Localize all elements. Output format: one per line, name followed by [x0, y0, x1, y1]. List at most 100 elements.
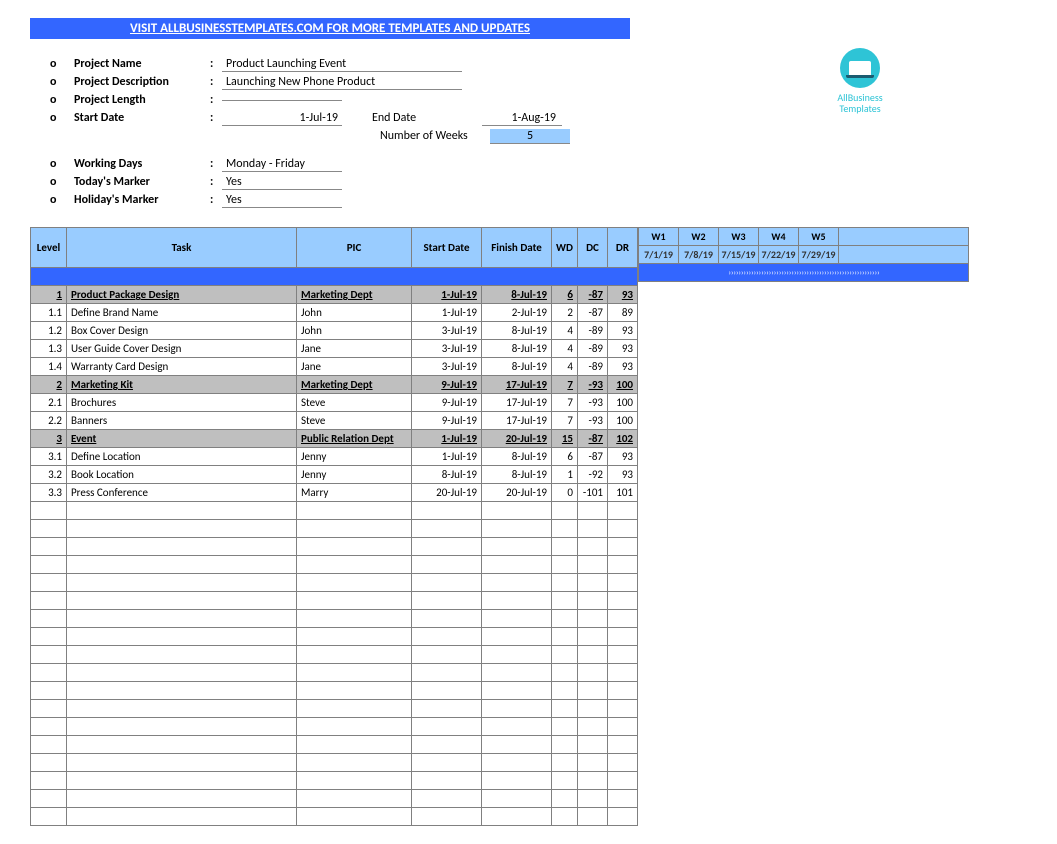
table-row[interactable]: [31, 754, 638, 772]
cell-task[interactable]: Product Package Design: [67, 286, 297, 304]
cell-dc[interactable]: -87: [578, 286, 608, 304]
cell-dc[interactable]: -89: [578, 358, 608, 376]
table-row[interactable]: [31, 610, 638, 628]
value-project-name[interactable]: Product Launching Event: [222, 57, 462, 72]
cell-task[interactable]: Event: [67, 430, 297, 448]
cell-finish[interactable]: 8-Jul-19: [482, 448, 552, 466]
cell-start[interactable]: 8-Jul-19: [412, 466, 482, 484]
cell-pic[interactable]: Marketing Dept: [297, 376, 412, 394]
table-row[interactable]: [31, 718, 638, 736]
value-working-days[interactable]: Monday - Friday: [222, 157, 342, 172]
table-row[interactable]: 1Product Package DesignMarketing Dept1-J…: [31, 286, 638, 304]
cell-start[interactable]: 20-Jul-19: [412, 484, 482, 502]
cell-wd[interactable]: 1: [552, 466, 578, 484]
cell-finish[interactable]: 2-Jul-19: [482, 304, 552, 322]
col-finish[interactable]: Finish Date: [482, 228, 552, 268]
cell-dr[interactable]: 93: [608, 466, 638, 484]
cell-finish[interactable]: 20-Jul-19: [482, 430, 552, 448]
col-dc[interactable]: DC: [578, 228, 608, 268]
cell-start[interactable]: 9-Jul-19: [412, 376, 482, 394]
table-row[interactable]: 1.2Box Cover DesignJohn3-Jul-198-Jul-194…: [31, 322, 638, 340]
cell-dc[interactable]: -92: [578, 466, 608, 484]
table-row[interactable]: [31, 520, 638, 538]
banner-link[interactable]: VISIT ALLBUSINESSTEMPLATES.COM FOR MORE …: [30, 18, 630, 39]
cell-wd[interactable]: 4: [552, 358, 578, 376]
table-row[interactable]: 3.3Press ConferenceMarry20-Jul-1920-Jul-…: [31, 484, 638, 502]
cell-pic[interactable]: John: [297, 304, 412, 322]
table-row[interactable]: [31, 592, 638, 610]
task-table[interactable]: Level Task PIC Start Date Finish Date WD…: [30, 227, 638, 826]
cell-pic[interactable]: Steve: [297, 412, 412, 430]
cell-wd[interactable]: 0: [552, 484, 578, 502]
table-row[interactable]: [31, 790, 638, 808]
cell-wd[interactable]: 4: [552, 322, 578, 340]
cell-pic[interactable]: Jenny: [297, 466, 412, 484]
table-row[interactable]: 2.1BrochuresSteve9-Jul-1917-Jul-197-9310…: [31, 394, 638, 412]
table-row[interactable]: 2Marketing KitMarketing Dept9-Jul-1917-J…: [31, 376, 638, 394]
cell-start[interactable]: 1-Jul-19: [412, 430, 482, 448]
table-row[interactable]: 1.1Define Brand NameJohn1-Jul-192-Jul-19…: [31, 304, 638, 322]
cell-dr[interactable]: 93: [608, 322, 638, 340]
cell-finish[interactable]: 8-Jul-19: [482, 466, 552, 484]
cell-wd[interactable]: 7: [552, 394, 578, 412]
cell-level[interactable]: 1: [31, 286, 67, 304]
table-row[interactable]: 3.2Book LocationJenny8-Jul-198-Jul-191-9…: [31, 466, 638, 484]
cell-pic[interactable]: Jenny: [297, 448, 412, 466]
cell-finish[interactable]: 17-Jul-19: [482, 394, 552, 412]
table-row[interactable]: 1.3User Guide Cover DesignJane3-Jul-198-…: [31, 340, 638, 358]
cell-level[interactable]: 2.2: [31, 412, 67, 430]
cell-level[interactable]: 3.3: [31, 484, 67, 502]
cell-level[interactable]: 1.2: [31, 322, 67, 340]
cell-start[interactable]: 1-Jul-19: [412, 304, 482, 322]
table-row[interactable]: 1.4Warranty Card DesignJane3-Jul-198-Jul…: [31, 358, 638, 376]
cell-start[interactable]: 1-Jul-19: [412, 448, 482, 466]
cell-dc[interactable]: -87: [578, 430, 608, 448]
cell-pic[interactable]: Steve: [297, 394, 412, 412]
cell-pic[interactable]: Jane: [297, 358, 412, 376]
value-project-desc[interactable]: Launching New Phone Product: [222, 75, 462, 90]
value-num-weeks[interactable]: 5: [490, 129, 570, 144]
cell-dc[interactable]: -87: [578, 304, 608, 322]
col-start[interactable]: Start Date: [412, 228, 482, 268]
cell-finish[interactable]: 8-Jul-19: [482, 358, 552, 376]
cell-dr[interactable]: 100: [608, 376, 638, 394]
cell-task[interactable]: User Guide Cover Design: [67, 340, 297, 358]
cell-dc[interactable]: -101: [578, 484, 608, 502]
table-row[interactable]: 2.2BannersSteve9-Jul-1917-Jul-197-93100: [31, 412, 638, 430]
cell-finish[interactable]: 8-Jul-19: [482, 286, 552, 304]
table-row[interactable]: [31, 682, 638, 700]
cell-finish[interactable]: 17-Jul-19: [482, 412, 552, 430]
cell-task[interactable]: Define Brand Name: [67, 304, 297, 322]
cell-start[interactable]: 9-Jul-19: [412, 412, 482, 430]
cell-dr[interactable]: 101: [608, 484, 638, 502]
cell-dr[interactable]: 93: [608, 286, 638, 304]
cell-wd[interactable]: 2: [552, 304, 578, 322]
cell-dr[interactable]: 89: [608, 304, 638, 322]
col-level[interactable]: Level: [31, 228, 67, 268]
cell-finish[interactable]: 8-Jul-19: [482, 340, 552, 358]
table-row[interactable]: [31, 628, 638, 646]
value-project-length[interactable]: [222, 100, 342, 101]
cell-dc[interactable]: -93: [578, 376, 608, 394]
cell-task[interactable]: Book Location: [67, 466, 297, 484]
cell-start[interactable]: 1-Jul-19: [412, 286, 482, 304]
cell-level[interactable]: 3.1: [31, 448, 67, 466]
table-row[interactable]: [31, 538, 638, 556]
cell-start[interactable]: 9-Jul-19: [412, 394, 482, 412]
cell-wd[interactable]: 6: [552, 448, 578, 466]
value-todays-marker[interactable]: Yes: [222, 175, 342, 190]
col-dr[interactable]: DR: [608, 228, 638, 268]
cell-task[interactable]: Marketing Kit: [67, 376, 297, 394]
cell-level[interactable]: 1.3: [31, 340, 67, 358]
value-end-date[interactable]: 1-Aug-19: [482, 111, 562, 126]
cell-pic[interactable]: Marketing Dept: [297, 286, 412, 304]
cell-start[interactable]: 3-Jul-19: [412, 358, 482, 376]
cell-dc[interactable]: -89: [578, 340, 608, 358]
cell-dr[interactable]: 100: [608, 394, 638, 412]
cell-wd[interactable]: 7: [552, 376, 578, 394]
cell-wd[interactable]: 4: [552, 340, 578, 358]
cell-dc[interactable]: -93: [578, 394, 608, 412]
col-pic[interactable]: PIC: [297, 228, 412, 268]
table-row[interactable]: [31, 574, 638, 592]
table-row[interactable]: [31, 646, 638, 664]
